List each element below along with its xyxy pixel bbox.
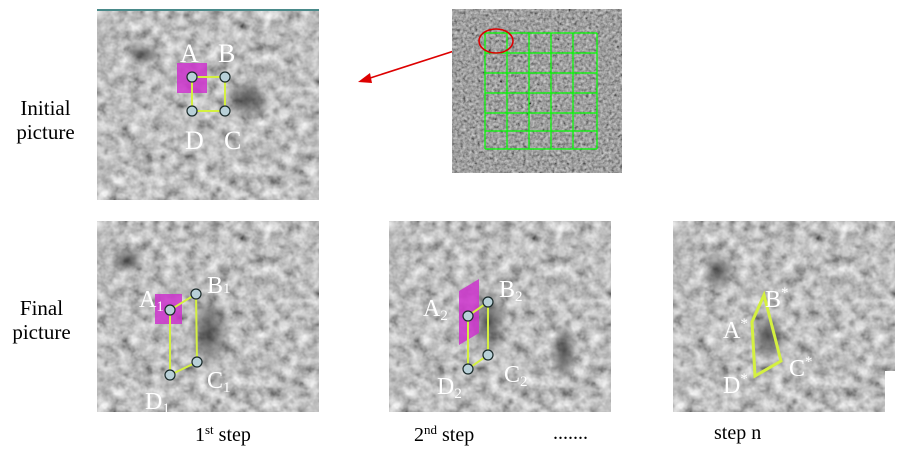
label-c-star: C*: [789, 354, 813, 382]
green-grid: [484, 32, 598, 150]
label-a2: A2: [423, 296, 448, 324]
step2-picture-svg: A2 B2 C2 D2: [389, 221, 611, 412]
label-a: A: [180, 39, 199, 68]
stepn-picture-svg: A* B* C* D*: [673, 221, 895, 412]
label-b: B: [218, 39, 235, 68]
caption-step1: 1st step: [195, 422, 251, 446]
node-b2: [482, 296, 494, 308]
initial-picture-label: Initial picture: [16, 96, 75, 144]
label-d: D: [185, 126, 204, 155]
stepn-picture-panel: A* B* C* D*: [673, 221, 895, 412]
region-polygon: [750, 290, 783, 379]
label-d-star: D*: [723, 371, 748, 399]
label-a-star: A*: [723, 316, 748, 344]
node-c2: [482, 349, 494, 361]
label-a1: A1: [139, 287, 164, 315]
node-d2: [462, 363, 474, 375]
node-c: [219, 105, 231, 117]
node-d1: [164, 369, 176, 381]
initial-picture-svg: A B D C: [97, 9, 319, 200]
node-d: [186, 105, 198, 117]
node-b1: [190, 288, 202, 300]
step1-picture-panel: A1 B1 C1 D1: [97, 221, 319, 412]
node-c1: [191, 356, 203, 368]
node-a2: [462, 310, 474, 322]
label-c: C: [224, 126, 241, 155]
caption-step2: 2nd step: [414, 422, 475, 446]
grid-picture-panel: [452, 9, 622, 173]
selected-cell-circle: [478, 28, 514, 54]
node-a: [186, 71, 198, 83]
node-a1: [164, 304, 176, 316]
caption-ellipsis: .......: [553, 422, 588, 444]
caption-stepn: step n: [714, 422, 762, 444]
final-picture-label: Final picture: [12, 296, 71, 344]
label-d2: D2: [437, 374, 462, 402]
label-b-star: B*: [765, 285, 789, 313]
red-arrowhead: [358, 73, 372, 83]
grid-picture-svg: [452, 9, 622, 173]
label-b2: B2: [499, 277, 523, 305]
label-c2: C2: [504, 362, 528, 390]
label-c1: C1: [207, 368, 231, 396]
label-b1: B1: [207, 273, 231, 299]
initial-picture-panel: A B D C: [97, 9, 319, 200]
node-b: [219, 71, 231, 83]
step2-picture-panel: A2 B2 C2 D2: [389, 221, 611, 412]
label-d1: D1: [145, 389, 170, 412]
step1-picture-svg: A1 B1 C1 D1: [97, 221, 319, 412]
